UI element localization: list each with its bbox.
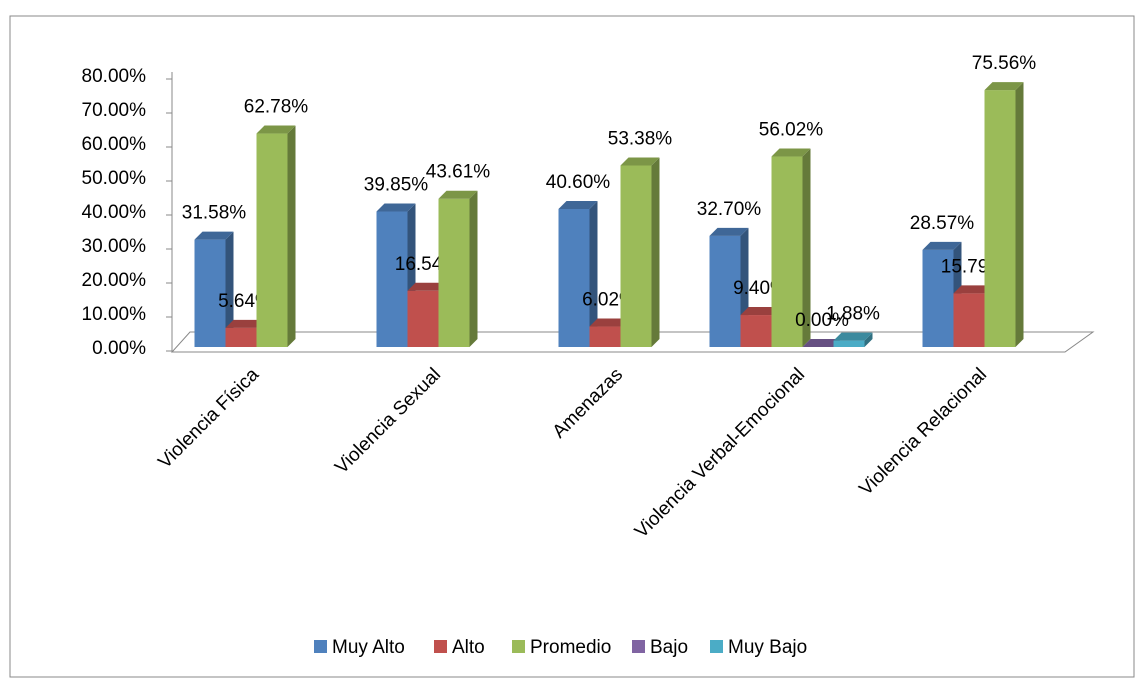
- bar-side: [864, 332, 873, 347]
- y-tick-label: 0.00%: [92, 338, 146, 359]
- bar-top: [256, 125, 296, 134]
- bar-top: [709, 227, 749, 236]
- bar: [558, 200, 598, 347]
- bar-top: [376, 203, 416, 212]
- y-tick-label: 60.00%: [82, 134, 147, 155]
- data-label: 39.85%: [364, 175, 429, 196]
- bar: [984, 82, 1024, 347]
- bar-top: [558, 200, 598, 209]
- bar: [833, 332, 873, 347]
- bar-front: [709, 235, 741, 347]
- legend-swatch: [314, 640, 327, 653]
- bar-front: [589, 326, 621, 347]
- data-label: 56.02%: [759, 120, 824, 141]
- legend-swatch: [710, 640, 723, 653]
- bar-front: [376, 211, 408, 347]
- legend-label: Promedio: [530, 637, 611, 658]
- bar-top: [953, 285, 993, 294]
- data-label: 28.57%: [910, 213, 975, 234]
- bar-side: [1015, 82, 1024, 347]
- bar: [438, 190, 478, 347]
- legend-swatch: [632, 640, 645, 653]
- y-tick-label: 40.00%: [82, 202, 147, 223]
- data-label: 43.61%: [426, 162, 491, 183]
- y-tick-label: 70.00%: [82, 100, 147, 121]
- bar: [194, 231, 234, 347]
- bar-top: [833, 332, 873, 341]
- bar-front: [438, 198, 470, 347]
- data-label: 1.88%: [826, 304, 880, 325]
- bar-top: [407, 282, 447, 291]
- legend-swatch: [434, 640, 447, 653]
- bar-front: [922, 249, 954, 347]
- bar-top: [620, 157, 660, 166]
- bar-front: [620, 165, 652, 347]
- data-label: 0.00%: [795, 310, 849, 331]
- legend-label: Alto: [452, 637, 485, 658]
- bar-top: [194, 231, 234, 240]
- bar-front: [407, 290, 439, 347]
- data-label: 31.58%: [182, 203, 247, 224]
- bar: [709, 227, 749, 347]
- legend-label: Bajo: [650, 637, 688, 658]
- bar-top: [802, 339, 842, 347]
- y-tick-label: 80.00%: [82, 66, 147, 87]
- bar-front: [194, 239, 226, 347]
- bar-front: [740, 315, 772, 347]
- bar: [620, 157, 660, 347]
- bar-top: [771, 148, 811, 157]
- bar-side: [225, 231, 234, 347]
- bar-front: [953, 293, 985, 347]
- data-label: 32.70%: [697, 199, 762, 220]
- bar: [771, 148, 811, 347]
- bar-top: [984, 82, 1024, 91]
- y-tick-label: 50.00%: [82, 168, 147, 189]
- y-tick-label: 10.00%: [82, 304, 147, 325]
- data-label: 75.56%: [972, 53, 1037, 74]
- bar-top: [922, 241, 962, 250]
- bar-top: [589, 318, 629, 327]
- bar-front: [558, 208, 590, 347]
- legend-swatch: [512, 640, 525, 653]
- data-label: 62.78%: [244, 97, 309, 118]
- bar-top: [740, 307, 780, 316]
- bar-side: [287, 125, 296, 347]
- y-tick-label: 30.00%: [82, 236, 147, 257]
- bar-front: [256, 133, 288, 347]
- bar-front: [984, 90, 1016, 347]
- bar-side: [589, 200, 598, 347]
- bar-front: [833, 340, 865, 347]
- bar-front: [771, 156, 803, 347]
- legend-label: Muy Alto: [332, 637, 405, 658]
- legend-label: Muy Bajo: [728, 637, 807, 658]
- bar-side: [802, 148, 811, 347]
- bar-front: [225, 327, 257, 347]
- bar: [802, 339, 842, 347]
- bar-top: [438, 190, 478, 199]
- data-label: 40.60%: [546, 172, 611, 193]
- bar-side: [651, 157, 660, 347]
- bar-top: [225, 319, 265, 328]
- bar-side: [469, 190, 478, 347]
- y-tick-label: 20.00%: [82, 270, 147, 291]
- bar: [256, 125, 296, 347]
- data-label: 53.38%: [608, 129, 673, 150]
